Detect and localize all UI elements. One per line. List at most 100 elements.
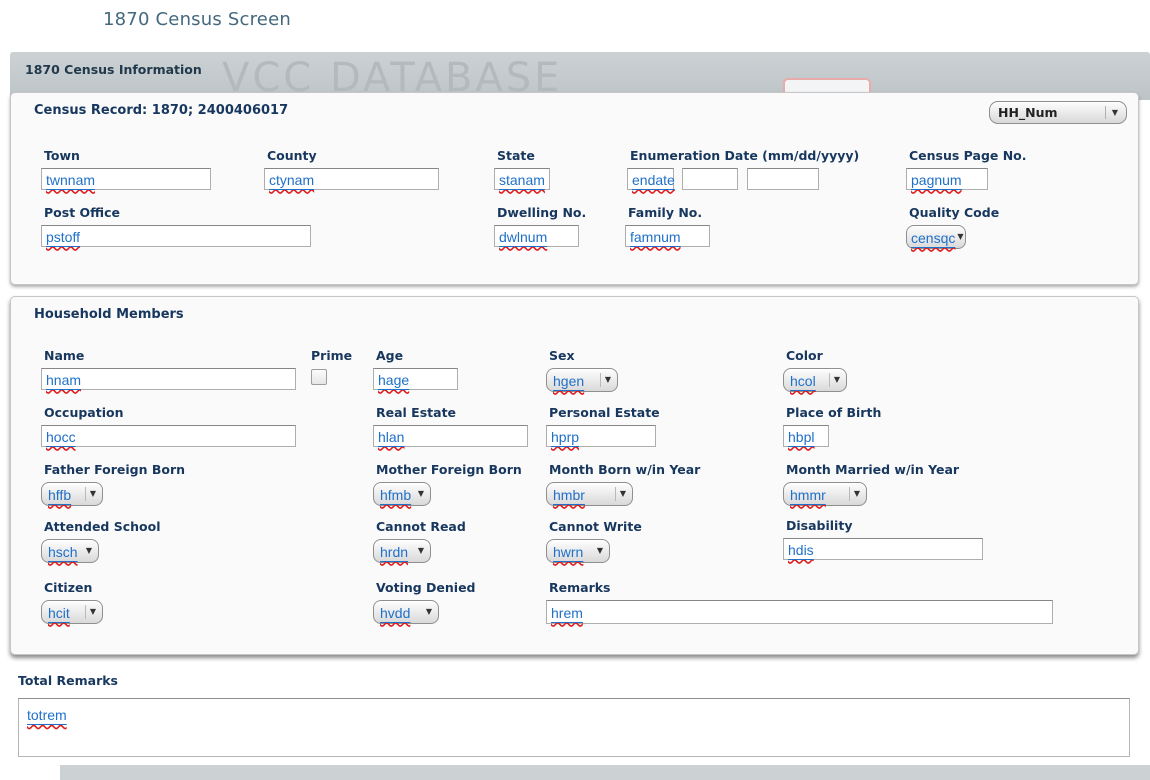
census-page-label: Census Page No. xyxy=(909,148,1027,163)
dwelling-label: Dwelling No. xyxy=(497,205,587,220)
enumeration-date-input-1[interactable]: endate xyxy=(627,168,675,190)
disability-label: Disability xyxy=(786,518,853,533)
chevron-down-icon: ▼ xyxy=(619,489,626,498)
birthplace-field: Place of Birth hbpl xyxy=(783,405,881,447)
state-field: State stanam xyxy=(494,148,550,190)
voting-denied-value: hvdd xyxy=(380,604,411,621)
chevron-down-icon: ▼ xyxy=(417,489,424,498)
voting-denied-field: Voting Denied hvdd ▼ xyxy=(373,580,476,624)
town-value: twnnam xyxy=(46,171,96,188)
quality-code-dropdown[interactable]: censqc ▼ xyxy=(906,225,966,249)
cannot-read-dropdown[interactable]: hrdn ▼ xyxy=(373,539,431,563)
mother-foreign-value: hfmb xyxy=(380,486,412,503)
father-foreign-dropdown[interactable]: hffb ▼ xyxy=(41,482,103,506)
town-input[interactable]: twnnam xyxy=(41,168,211,190)
chevron-down-icon: ▼ xyxy=(596,546,603,555)
cannot-write-field: Cannot Write hwrn ▼ xyxy=(546,519,642,563)
month-born-label: Month Born w/in Year xyxy=(549,462,701,477)
prime-checkbox[interactable] xyxy=(311,369,327,385)
enumeration-date-input-2[interactable] xyxy=(682,168,738,190)
chevron-down-icon: ▼ xyxy=(417,546,424,555)
county-label: County xyxy=(267,148,317,163)
personal-estate-label: Personal Estate xyxy=(549,405,660,420)
father-foreign-value: hffb xyxy=(48,486,72,503)
hh-num-dropdown[interactable]: HH_Num ▼ xyxy=(989,101,1127,124)
household-members-panel: Household Members Name hnam Prime Age ha… xyxy=(10,296,1139,655)
citizen-label: Citizen xyxy=(44,580,93,595)
name-value: hnam xyxy=(46,371,82,388)
cannot-read-label: Cannot Read xyxy=(376,519,466,534)
month-born-dropdown[interactable]: hmbr ▼ xyxy=(546,482,633,506)
census-page-value: pagnum xyxy=(911,171,962,188)
age-value: hage xyxy=(378,371,410,388)
chevron-down-icon: ▼ xyxy=(89,607,96,616)
disability-input[interactable]: hdis xyxy=(783,538,983,560)
post-office-input[interactable]: pstoff xyxy=(41,225,311,247)
post-office-label: Post Office xyxy=(44,205,120,220)
color-field: Color hcol ▼ xyxy=(783,348,847,392)
total-remarks-label: Total Remarks xyxy=(18,673,118,688)
chevron-down-icon: ▼ xyxy=(853,489,860,498)
birthplace-value: hbpl xyxy=(788,428,815,445)
cannot-read-field: Cannot Read hrdn ▼ xyxy=(373,519,466,563)
voting-denied-dropdown[interactable]: hvdd ▼ xyxy=(373,600,439,624)
total-remarks-textarea[interactable]: totrem xyxy=(18,698,1130,757)
citizen-field: Citizen hcit ▼ xyxy=(41,580,103,624)
bottom-bar xyxy=(60,765,1150,780)
remarks-field: Remarks hrem xyxy=(546,580,1053,624)
real-estate-input[interactable]: hlan xyxy=(373,425,528,447)
post-office-field: Post Office pstoff xyxy=(41,205,311,247)
attended-school-dropdown[interactable]: hsch ▼ xyxy=(41,539,99,563)
color-label: Color xyxy=(786,348,823,363)
quality-code-value: censqc xyxy=(911,229,956,246)
dwelling-input[interactable]: dwlnum xyxy=(494,225,579,247)
age-input[interactable]: hage xyxy=(373,368,458,390)
state-label: State xyxy=(497,148,535,163)
census-record-panel: Census Record: 1870; 2400406017 HH_Num ▼… xyxy=(10,92,1139,285)
chevron-down-icon: ▼ xyxy=(1111,107,1118,117)
age-field: Age hage xyxy=(373,348,458,390)
personal-estate-value: hprp xyxy=(551,428,580,445)
chevron-down-icon: ▼ xyxy=(425,607,432,616)
state-input[interactable]: stanam xyxy=(494,168,550,190)
chevron-down-icon: ▼ xyxy=(89,489,96,498)
remarks-input[interactable]: hrem xyxy=(546,600,1053,624)
prime-label: Prime xyxy=(311,348,353,363)
name-input[interactable]: hnam xyxy=(41,368,296,390)
county-input[interactable]: ctynam xyxy=(264,168,439,190)
voting-denied-label: Voting Denied xyxy=(376,580,476,595)
town-field: Town twnnam xyxy=(41,148,211,190)
chevron-down-icon: ▼ xyxy=(604,375,611,384)
enumeration-date-value: endate xyxy=(632,171,675,188)
citizen-dropdown[interactable]: hcit ▼ xyxy=(41,600,103,624)
census-page-input[interactable]: pagnum xyxy=(906,168,988,190)
month-married-dropdown[interactable]: hmmr ▼ xyxy=(783,482,867,506)
mother-foreign-label: Mother Foreign Born xyxy=(376,462,522,477)
dwelling-value: dwlnum xyxy=(499,228,548,245)
birthplace-input[interactable]: hbpl xyxy=(783,425,829,447)
month-married-label: Month Married w/in Year xyxy=(786,462,960,477)
color-dropdown[interactable]: hcol ▼ xyxy=(783,368,847,392)
household-members-title: Household Members xyxy=(34,307,184,322)
birthplace-label: Place of Birth xyxy=(786,405,882,420)
personal-estate-input[interactable]: hprp xyxy=(546,425,656,447)
occupation-input[interactable]: hocc xyxy=(41,425,296,447)
father-foreign-label: Father Foreign Born xyxy=(44,462,186,477)
attended-school-value: hsch xyxy=(48,543,78,560)
cannot-read-value: hrdn xyxy=(380,543,409,560)
real-estate-field: Real Estate hlan xyxy=(373,405,528,447)
quality-code-field: Quality Code censqc ▼ xyxy=(906,205,999,249)
chevron-down-icon: ▼ xyxy=(85,546,92,555)
mother-foreign-dropdown[interactable]: hfmb ▼ xyxy=(373,482,431,506)
chevron-down-icon: ▼ xyxy=(833,375,840,384)
post-office-value: pstoff xyxy=(46,228,80,245)
state-value: stanam xyxy=(499,171,545,188)
sex-dropdown[interactable]: hgen ▼ xyxy=(546,368,618,392)
color-value: hcol xyxy=(790,372,816,389)
enumeration-date-input-3[interactable] xyxy=(747,168,819,190)
family-input[interactable]: famnum xyxy=(625,225,710,247)
occupation-value: hocc xyxy=(46,428,76,445)
county-field: County ctynam xyxy=(264,148,439,190)
enumeration-date-field: Enumeration Date (mm/dd/yyyy) endate xyxy=(627,148,859,190)
cannot-write-dropdown[interactable]: hwrn ▼ xyxy=(546,539,610,563)
